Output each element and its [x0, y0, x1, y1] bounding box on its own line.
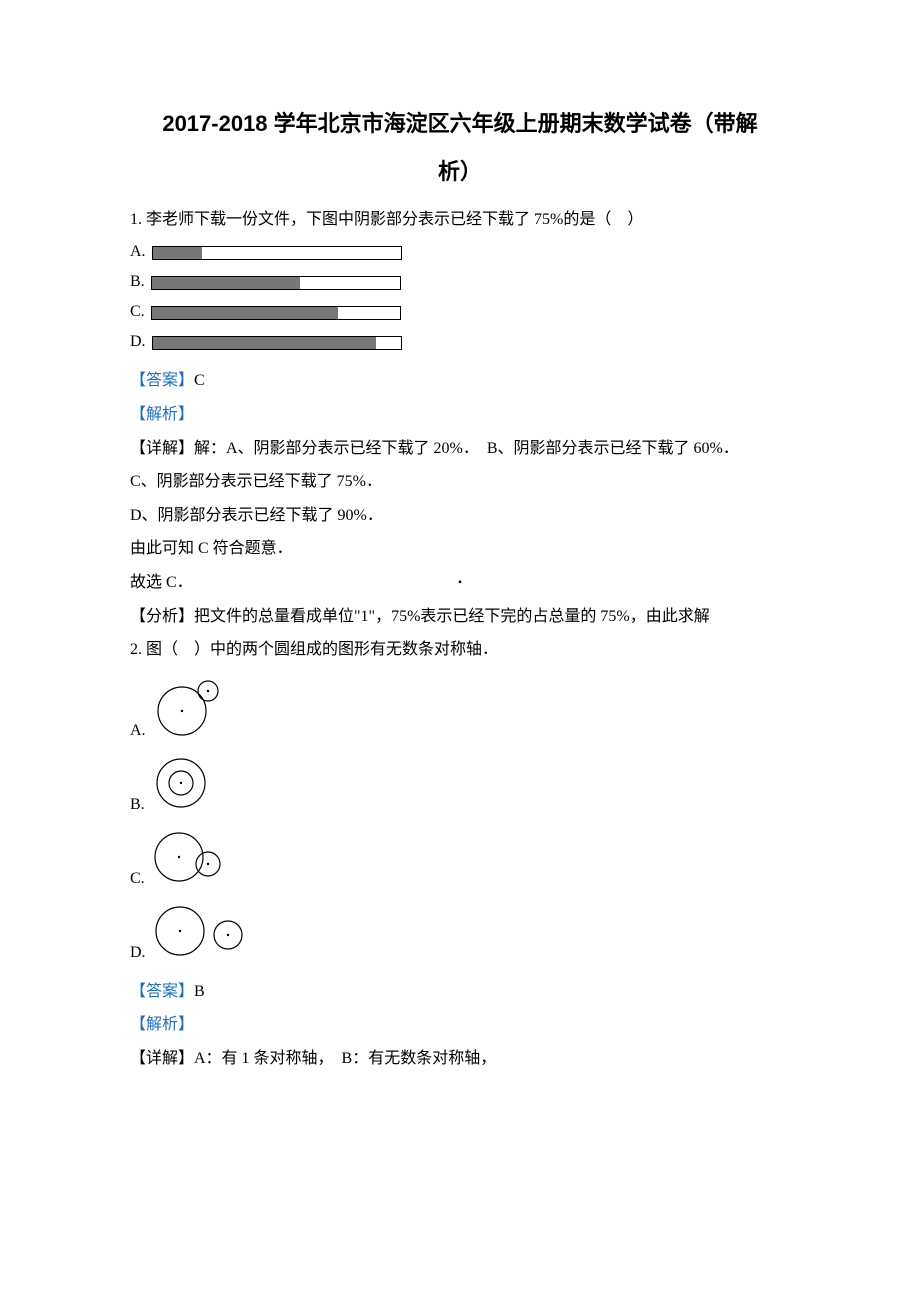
option-letter: D.	[130, 945, 146, 961]
q2-answer: 【答案】B	[130, 975, 790, 1009]
q1-option-b: B.	[130, 274, 790, 290]
circles-diagram-d	[152, 901, 252, 961]
option-letter: B.	[130, 274, 145, 290]
q2-analysis-label: 【解析】	[130, 1008, 790, 1042]
q1-option-c: C.	[130, 304, 790, 320]
circles-diagram-a	[152, 675, 232, 739]
progress-bar-d	[152, 336, 402, 350]
q1-detail-1: 【详解】解：A、阴影部分表示已经下载了 20%． B、阴影部分表示已经下载了 6…	[130, 432, 790, 466]
answer-label: 【答案】	[130, 372, 194, 389]
progress-bar-a	[152, 246, 402, 260]
title-line-2: 析）	[438, 159, 482, 184]
title-line-1: 2017-2018 学年北京市海淀区六年级上册期末数学试卷（带解	[162, 111, 757, 136]
q1-analysis-label: 【解析】	[130, 398, 790, 432]
q2-option-b: B.	[130, 753, 790, 813]
q2-option-d: D.	[130, 901, 790, 961]
progress-bar-c	[151, 306, 401, 320]
circles-diagram-c	[151, 827, 231, 887]
option-letter: A.	[130, 723, 146, 739]
q2-stem: 2. 图（ ）中的两个圆组成的图形有无数条对称轴．	[130, 633, 790, 667]
q1-detail-5: 故选 C．	[130, 574, 193, 591]
progress-bar-b	[151, 276, 401, 290]
q1-detail-3: D、阴影部分表示已经下载了 90%．	[130, 499, 790, 533]
option-letter: D.	[130, 334, 146, 350]
option-letter: C.	[130, 871, 145, 887]
answer-value: B	[194, 983, 205, 1000]
progress-fill	[153, 337, 376, 349]
option-letter: A.	[130, 244, 146, 260]
q2-option-c: C.	[130, 827, 790, 887]
q2-detail-1: 【详解】A：有 1 条对称轴， B：有无数条对称轴，	[130, 1042, 790, 1076]
q1-detail-6: 【分析】把文件的总量看成单位"1"，75%表示已经下完的占总量的 75%，由此求…	[130, 600, 790, 634]
progress-fill	[152, 307, 338, 319]
q1-detail-4: 由此可知 C 符合题意．	[130, 532, 790, 566]
page: 2017-2018 学年北京市海淀区六年级上册期末数学试卷（带解 析） 1. 李…	[0, 0, 920, 1136]
exam-title: 2017-2018 学年北京市海淀区六年级上册期末数学试卷（带解 析）	[130, 100, 790, 197]
progress-fill	[152, 277, 301, 289]
q1-detail-2: C、阴影部分表示已经下载了 75%．	[130, 465, 790, 499]
q1-detail-5-row: 故选 C． ▪	[130, 566, 790, 600]
q2-option-a: A.	[130, 675, 790, 739]
q1-stem: 1. 李老师下载一份文件，下图中阴影部分表示已经下载了 75%的是（ ）	[130, 203, 790, 237]
option-letter: B.	[130, 797, 145, 813]
q1-answer: 【答案】C	[130, 364, 790, 398]
answer-label: 【答案】	[130, 983, 194, 1000]
option-letter: C.	[130, 304, 145, 320]
circles-diagram-b	[151, 753, 221, 813]
answer-value: C	[194, 372, 205, 389]
q1-option-d: D.	[130, 334, 790, 350]
progress-fill	[153, 247, 203, 259]
q1-option-a: A.	[130, 244, 790, 260]
